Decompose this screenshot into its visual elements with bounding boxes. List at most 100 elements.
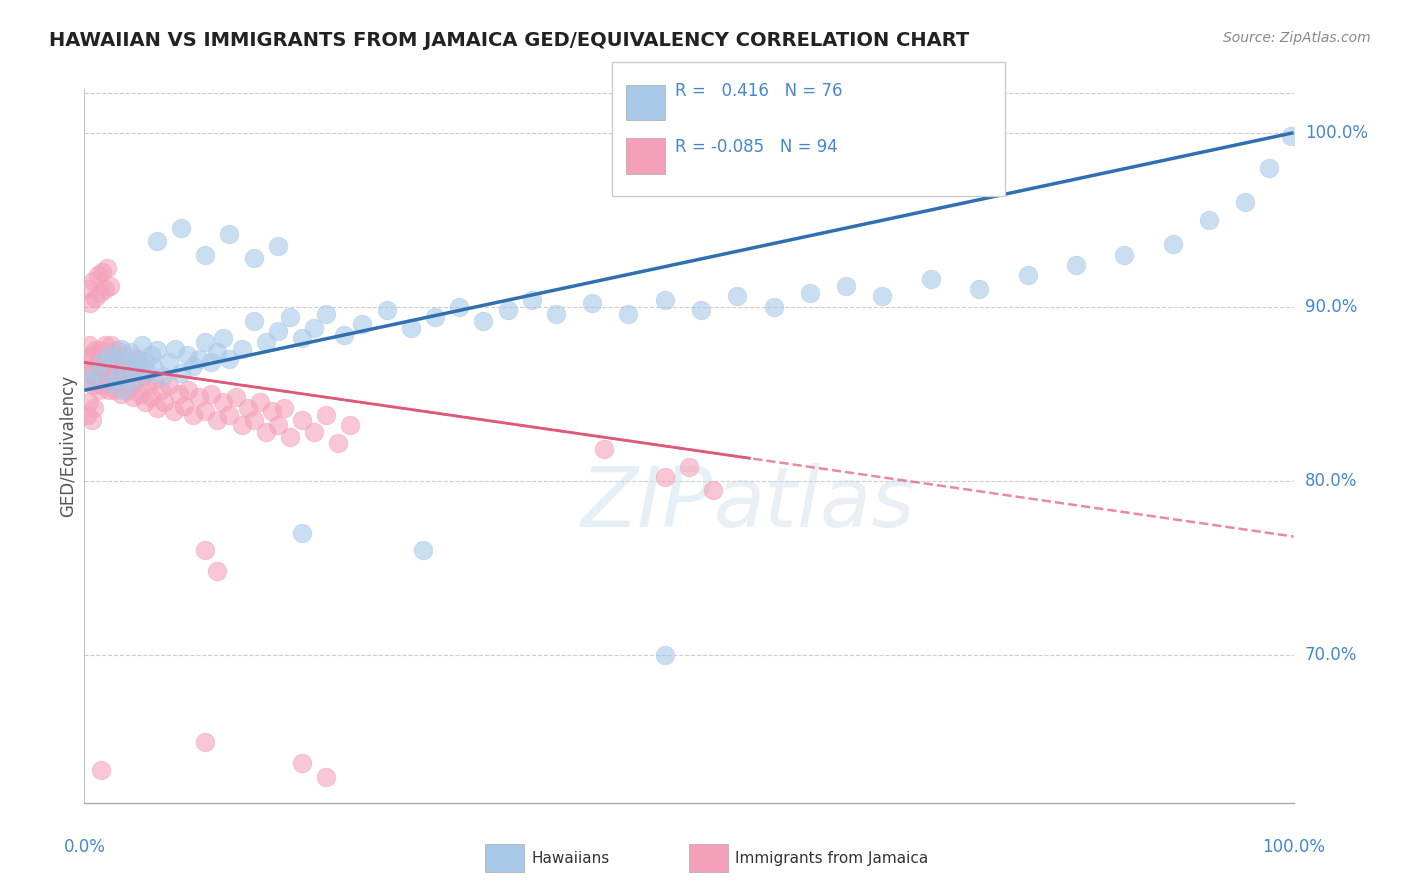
Point: [104, 351, 127, 366]
Point: [96, 351, 118, 366]
Point: [799, 285, 821, 300]
Point: [170, 366, 193, 380]
Point: [291, 413, 314, 427]
Point: [1064, 258, 1087, 272]
Point: [112, 384, 135, 398]
Point: [114, 349, 136, 363]
Point: [315, 408, 337, 422]
Point: [212, 331, 235, 345]
Point: [315, 770, 337, 784]
Point: [412, 543, 434, 558]
Point: [593, 442, 616, 457]
Point: [104, 366, 127, 380]
Point: [86, 355, 108, 369]
Point: [194, 247, 217, 261]
Point: [139, 349, 162, 363]
Point: [76, 351, 98, 366]
Point: [86, 268, 108, 283]
Point: [98, 278, 121, 293]
Point: [108, 360, 131, 375]
Point: [194, 334, 217, 349]
Point: [93, 360, 115, 375]
Point: [90, 343, 112, 358]
Point: [181, 359, 204, 373]
Point: [80, 413, 103, 427]
Point: [254, 334, 277, 349]
Point: [1279, 129, 1302, 144]
Point: [194, 735, 217, 749]
Point: [328, 435, 350, 450]
Point: [77, 395, 100, 409]
Point: [872, 289, 894, 303]
Point: [242, 413, 264, 427]
Point: [231, 418, 253, 433]
Point: [218, 408, 240, 422]
Point: [207, 413, 229, 427]
Point: [170, 221, 193, 235]
Point: [82, 378, 104, 392]
Point: [218, 351, 240, 366]
Point: [423, 310, 446, 325]
Point: [176, 349, 198, 363]
Point: [139, 390, 162, 404]
Point: [94, 338, 117, 352]
Point: [920, 272, 942, 286]
Point: [134, 355, 156, 369]
Point: [112, 369, 135, 384]
Point: [581, 296, 603, 310]
Point: [131, 369, 153, 384]
Point: [194, 543, 217, 558]
Point: [94, 373, 117, 387]
Text: ZIP: ZIP: [581, 463, 713, 543]
Point: [200, 386, 222, 401]
Point: [87, 384, 110, 398]
Point: [79, 366, 101, 380]
Point: [83, 401, 105, 415]
Point: [302, 425, 325, 439]
Point: [97, 384, 120, 398]
Point: [82, 274, 104, 288]
Point: [678, 459, 700, 474]
Point: [98, 366, 121, 380]
Point: [267, 418, 290, 433]
Point: [115, 359, 138, 373]
Point: [120, 345, 142, 359]
Point: [472, 314, 495, 328]
Point: [121, 390, 143, 404]
Point: [177, 384, 200, 398]
Point: [375, 303, 398, 318]
Point: [1017, 268, 1039, 283]
Point: [690, 303, 713, 318]
Point: [128, 362, 150, 376]
Point: [152, 369, 174, 384]
Point: [207, 345, 229, 359]
Point: [91, 378, 114, 392]
Point: [107, 378, 129, 392]
Point: [762, 300, 785, 314]
Point: [146, 401, 169, 415]
Point: [136, 366, 159, 380]
Text: 90.0%: 90.0%: [1305, 298, 1357, 316]
Point: [333, 327, 356, 342]
Text: HAWAIIAN VS IMMIGRANTS FROM JAMAICA GED/EQUIVALENCY CORRELATION CHART: HAWAIIAN VS IMMIGRANTS FROM JAMAICA GED/…: [49, 31, 970, 50]
Point: [278, 310, 301, 325]
Point: [79, 296, 101, 310]
Point: [520, 293, 543, 307]
Point: [236, 401, 259, 415]
Point: [80, 349, 103, 363]
Point: [1234, 195, 1257, 210]
Point: [131, 338, 153, 352]
Point: [339, 418, 361, 433]
Point: [242, 251, 264, 265]
Text: 80.0%: 80.0%: [1305, 472, 1357, 490]
Point: [129, 386, 152, 401]
Point: [496, 303, 519, 318]
Point: [96, 261, 118, 276]
Text: atlas: atlas: [713, 463, 915, 543]
Point: [181, 408, 204, 422]
Point: [77, 338, 100, 352]
Point: [157, 355, 180, 369]
Point: [157, 378, 180, 392]
Point: [260, 404, 283, 418]
Point: [352, 317, 374, 331]
